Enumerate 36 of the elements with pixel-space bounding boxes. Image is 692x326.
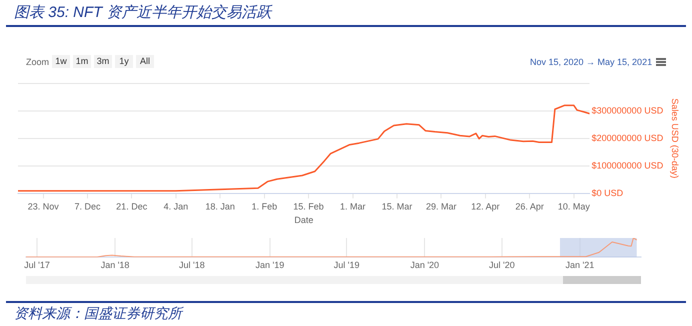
x-tick-label: Jul '18 [178,260,205,270]
x-tick-label: Jul '17 [24,260,50,270]
chart-title: 图表 35: NFT 资产近半年开始交易活跃 [14,3,272,22]
text: All [136,55,154,68]
x-tick-label: Jan '19 [256,260,284,270]
x-tick-label: 4. Jan [164,201,188,212]
text: 3m [94,55,112,68]
text: Nov 15, 2020 → May 15, 2021 [530,57,652,67]
x-tick-label: 15. Feb [293,201,324,212]
x-tick-label: 7. Dec [74,201,101,212]
x-tick-label: Jul '19 [334,260,360,270]
y-tick-label: $0 USD [592,188,624,198]
y-tick-label: $100000000 USD [592,160,664,170]
y-axis-title: Sales USD (30-day) [670,98,680,178]
x-tick-label: 21. Dec [116,201,148,212]
x-tick-label: Jan '20 [410,260,440,270]
x-tick-label: 1. Mar [340,201,366,212]
text: 1w [52,55,70,68]
text: 资料来源：国盛证券研究所 [14,305,182,323]
x-tick-label: 18. Jan [205,201,235,212]
x-tick-label: 29. Mar [426,201,456,212]
x-tick-label: Jul '20 [489,260,515,270]
x-tick-label: 1. Feb [252,201,278,212]
y-tick-label: $300000000 USD [592,105,664,116]
text: 1y [115,55,133,68]
x-tick-label: Jan '18 [100,260,130,270]
text: Zoom [26,57,50,67]
x-tick-label: Jan '21 [566,260,594,270]
x-tick-label: 10. May [558,201,590,212]
y-tick-label: $200000000 USD [592,132,664,143]
text: 1m [73,55,91,68]
x-tick-label: 12. Apr [471,201,500,212]
x-axis-title: Date [294,215,314,226]
x-tick-label: 15. Mar [382,201,412,212]
x-tick-label: 23. Nov [28,201,60,212]
x-tick-label: 26. Apr [515,201,544,212]
